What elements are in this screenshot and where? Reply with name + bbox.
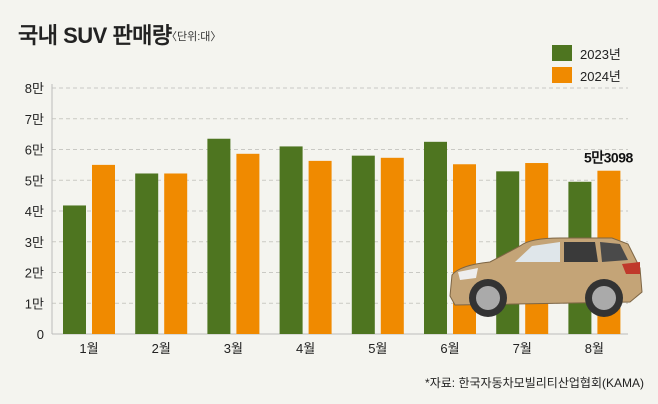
x-tick-label: 5월 xyxy=(368,341,387,356)
source-note: *자료: 한국자동차모빌리티산업협회(KAMA) xyxy=(425,376,644,390)
y-tick-label: 5만 xyxy=(25,173,44,188)
x-tick-label: 1월 xyxy=(79,341,98,356)
unit-label: 〈단위:대〉 xyxy=(166,31,222,43)
bar-2023년-2월 xyxy=(135,173,159,334)
legend-swatch-2024 xyxy=(552,67,572,83)
data-label: 5만3098 xyxy=(584,150,634,166)
y-tick-label: 7만 xyxy=(25,112,44,127)
bar-2023년-3월 xyxy=(207,138,231,334)
suv-car-illustration xyxy=(449,237,643,317)
bar-2023년-4월 xyxy=(279,146,303,334)
x-tick-label: 4월 xyxy=(296,341,315,356)
y-tick-label: 8만 xyxy=(25,81,44,96)
legend-swatch-2023 xyxy=(552,45,572,61)
y-tick-label: 0 xyxy=(37,327,44,342)
x-tick-label: 2월 xyxy=(152,341,171,356)
bar-2023년-5월 xyxy=(351,155,375,334)
bar-2024년-2월 xyxy=(164,173,188,334)
bar-2024년-3월 xyxy=(236,153,260,334)
legend-item-2024: 2024년 xyxy=(552,64,621,86)
y-tick-label: 3만 xyxy=(25,235,44,250)
legend: 2023년 2024년 xyxy=(552,42,621,86)
chart-title: 국내 SUV 판매량 xyxy=(18,23,172,48)
y-tick-label: 1만 xyxy=(25,296,44,311)
bar-2023년-1월 xyxy=(63,205,86,334)
x-tick-label: 8월 xyxy=(585,341,604,356)
bar-2024년-1월 xyxy=(92,164,115,334)
legend-label-2023: 2023년 xyxy=(580,46,621,62)
x-tick-label: 3월 xyxy=(224,341,243,356)
x-tick-label: 6월 xyxy=(440,341,459,356)
bar-2023년-6월 xyxy=(424,141,447,334)
y-tick-label: 2만 xyxy=(25,266,44,281)
legend-label-2024: 2024년 xyxy=(580,68,621,84)
bar-2024년-4월 xyxy=(308,160,332,334)
y-tick-label: 6만 xyxy=(25,143,44,158)
legend-item-2023: 2023년 xyxy=(552,42,621,64)
bar-2024년-5월 xyxy=(380,157,404,334)
y-tick-label: 4만 xyxy=(25,204,44,219)
x-tick-label: 7월 xyxy=(513,341,532,356)
